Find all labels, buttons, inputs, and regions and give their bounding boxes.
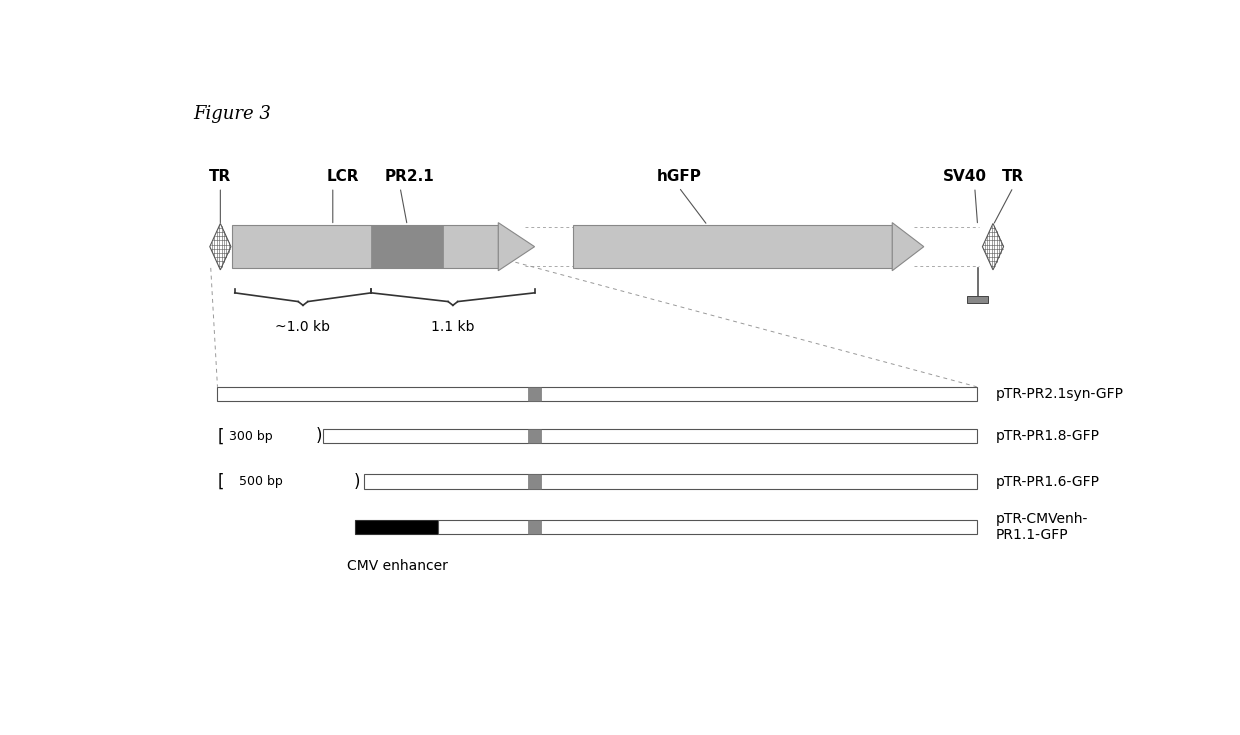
Text: 300 bp: 300 bp xyxy=(226,430,273,442)
Bar xyxy=(217,387,977,401)
Text: pTR-CMVenh-
PR1.1-GFP: pTR-CMVenh- PR1.1-GFP xyxy=(996,512,1089,542)
Bar xyxy=(363,475,977,489)
Bar xyxy=(573,226,893,268)
Text: LCR: LCR xyxy=(326,169,358,184)
Text: Figure 3: Figure 3 xyxy=(193,105,272,123)
Polygon shape xyxy=(210,223,231,270)
Bar xyxy=(528,387,542,401)
Bar xyxy=(528,429,542,443)
Bar xyxy=(439,520,977,534)
Text: [: [ xyxy=(217,427,224,445)
Text: pTR-PR1.6-GFP: pTR-PR1.6-GFP xyxy=(996,475,1100,489)
Text: 500 bp: 500 bp xyxy=(227,475,283,488)
Text: pTR-PR1.8-GFP: pTR-PR1.8-GFP xyxy=(996,429,1100,443)
Bar xyxy=(528,520,542,534)
Text: TR: TR xyxy=(210,169,232,184)
Text: pTR-PR2.1syn-GFP: pTR-PR2.1syn-GFP xyxy=(996,387,1123,401)
Text: SV40: SV40 xyxy=(944,169,987,184)
Text: 1.1 kb: 1.1 kb xyxy=(432,320,475,334)
Text: ): ) xyxy=(315,427,322,445)
Text: ~1.0 kb: ~1.0 kb xyxy=(275,320,331,334)
Bar xyxy=(967,296,988,303)
Polygon shape xyxy=(498,223,534,270)
Text: hGFP: hGFP xyxy=(656,169,701,184)
Bar xyxy=(355,520,439,534)
Text: [: [ xyxy=(217,473,224,490)
Polygon shape xyxy=(893,223,924,270)
Text: ): ) xyxy=(353,473,361,490)
Bar xyxy=(324,429,977,443)
Bar xyxy=(232,226,498,268)
Text: PR2.1: PR2.1 xyxy=(384,169,434,184)
Bar xyxy=(528,475,542,489)
Bar xyxy=(371,226,444,268)
Text: TR: TR xyxy=(1002,169,1024,184)
Polygon shape xyxy=(982,223,1003,270)
Text: CMV enhancer: CMV enhancer xyxy=(347,559,448,573)
